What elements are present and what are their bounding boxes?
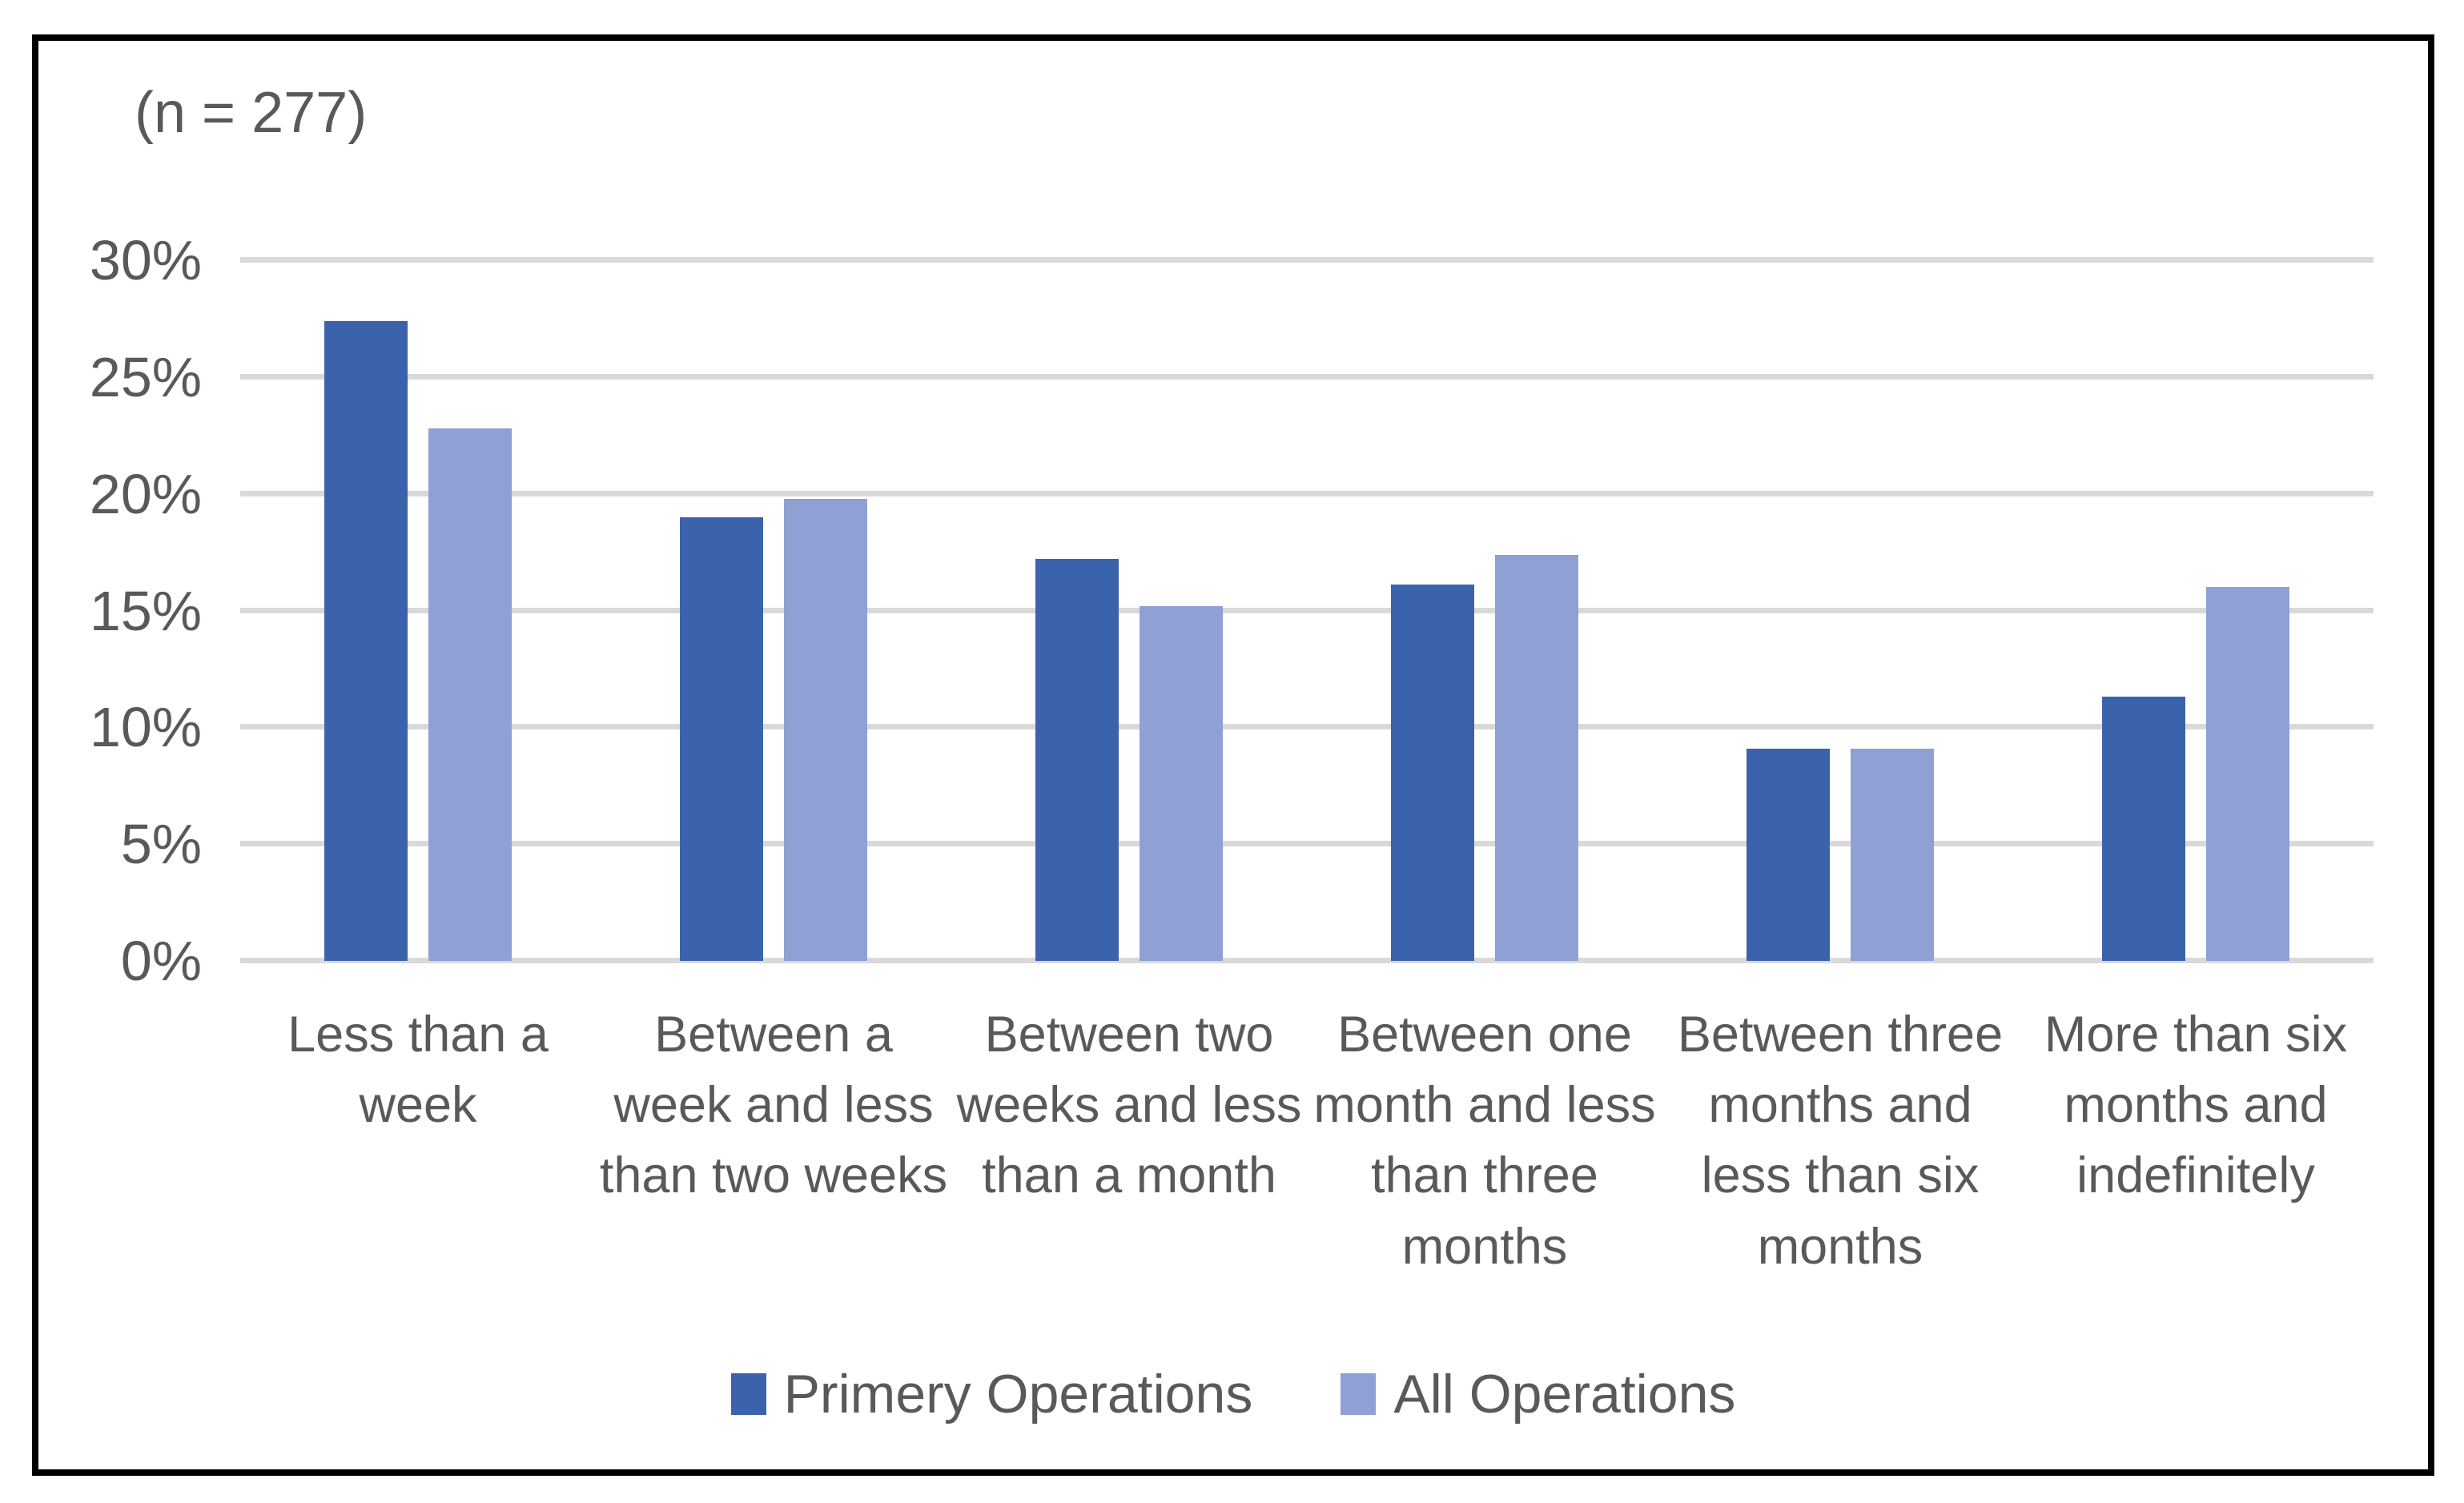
x-axis-category-label-2: Between a week and less than two weeks	[599, 1007, 948, 1204]
gridline-5%	[240, 841, 2374, 847]
y-axis-tick-label-15%: 15%	[89, 579, 202, 642]
y-axis-tick-label-20%: 20%	[89, 462, 202, 525]
bar-all-operations-category-1	[428, 428, 512, 961]
bar-primery-operations-category-3	[1035, 559, 1119, 961]
bar-all-operations-category-3	[1140, 605, 1223, 961]
gridline-20%	[240, 490, 2374, 496]
x-axis-category-label-4: Between one month and less than three mo…	[1313, 1007, 1656, 1275]
legend-label-primery-operations: Primery Operations	[783, 1364, 1253, 1425]
x-axis-category-label-3: Between two weeks and less than a month	[956, 1007, 1302, 1204]
bar-all-operations-category-6	[2206, 587, 2289, 961]
y-axis-tick-label-25%: 25%	[89, 345, 202, 408]
y-axis-tick-label-30%: 30%	[89, 229, 202, 291]
y-axis-tick-label-10%: 10%	[89, 696, 202, 759]
legend-label-all-operations: All Operations	[1393, 1364, 1736, 1425]
x-axis-category-label-6: More than six months and indefinitely	[2044, 1007, 2348, 1204]
gridline-25%	[240, 373, 2374, 380]
gridline-10%	[240, 724, 2374, 730]
y-axis-tick-label-0%: 0%	[120, 930, 202, 992]
gridline-0%	[240, 958, 2374, 963]
bar-all-operations-category-2	[784, 498, 867, 961]
legend-item-all-operations: All Operations	[1341, 1363, 1735, 1425]
bar-primery-operations-category-5	[1747, 748, 1830, 961]
legend-swatch-all-operations	[1341, 1373, 1377, 1415]
legend-item-primery-operations: Primery Operations	[730, 1363, 1253, 1425]
legend-swatch-primery-operations	[730, 1373, 766, 1415]
bar-primery-operations-category-1	[324, 320, 408, 961]
x-axis-category-label-1: Less than a week	[287, 1007, 549, 1134]
x-axis-category-label-5: Between three months and less than six m…	[1677, 1007, 2004, 1275]
bar-all-operations-category-4	[1495, 554, 1578, 961]
bar-primery-operations-category-4	[1391, 585, 1474, 961]
bar-all-operations-category-5	[1851, 748, 1934, 961]
bar-primery-operations-category-2	[680, 516, 763, 961]
y-axis-tick-label-5%: 5%	[120, 813, 202, 876]
chart-legend: Primery Operations All Operations	[32, 1363, 2434, 1425]
gridline-30%	[240, 257, 2374, 263]
bar-primery-operations-category-6	[2102, 697, 2185, 961]
gridline-15%	[240, 607, 2374, 613]
chart-title: (n = 277)	[135, 81, 368, 145]
